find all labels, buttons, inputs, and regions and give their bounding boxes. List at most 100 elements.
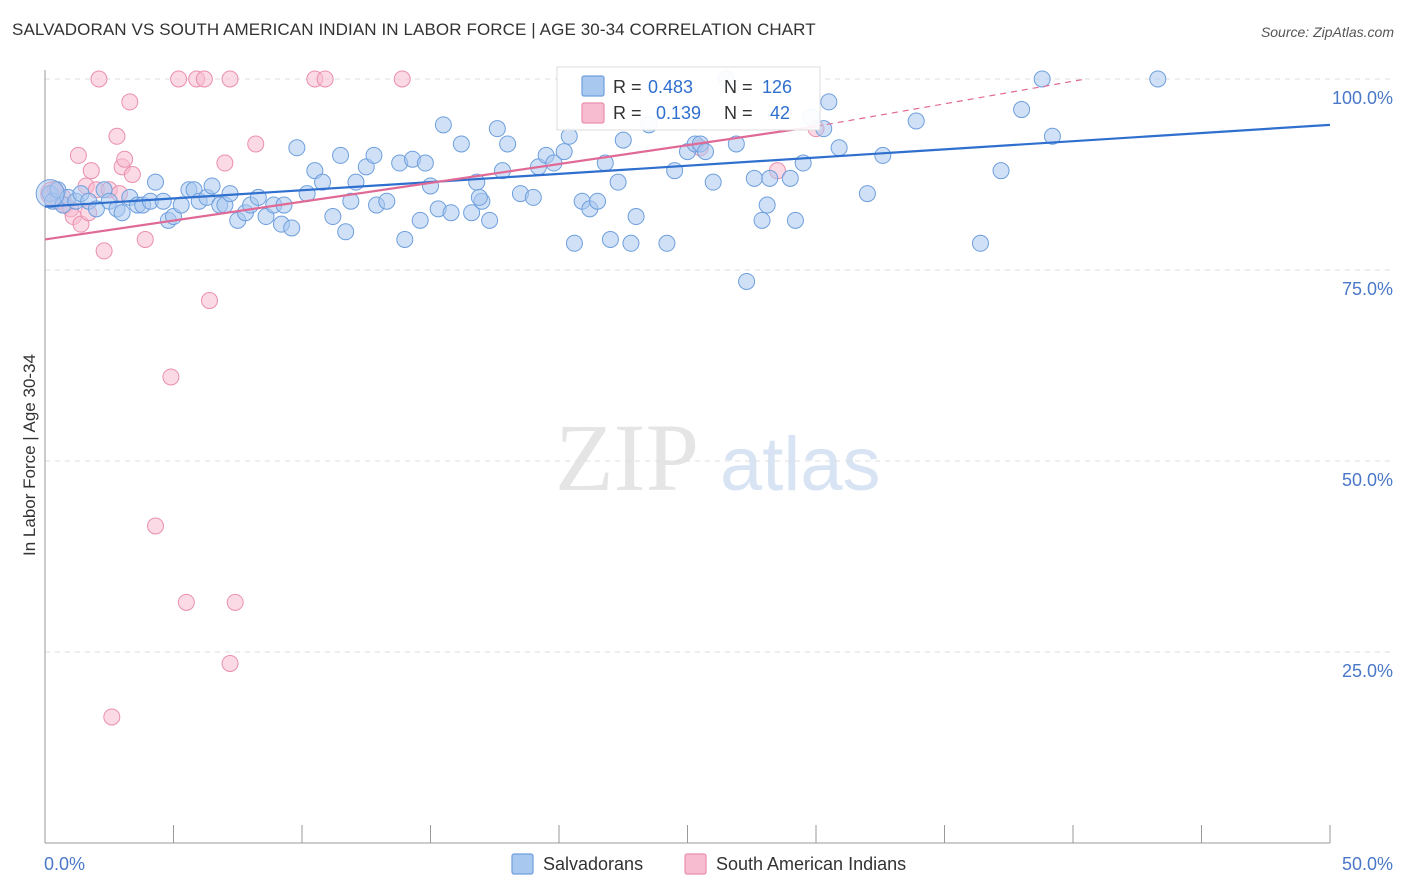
data-point	[416, 154, 434, 172]
data-point	[704, 173, 722, 191]
data-point	[738, 272, 756, 290]
data-point	[195, 70, 213, 88]
legend-n-label-1: N =	[724, 77, 753, 97]
y-tick-label: 75.0%	[1342, 279, 1393, 299]
data-point	[463, 204, 481, 222]
data-point	[565, 234, 583, 252]
data-point	[221, 654, 239, 672]
legend-n-label-2: N =	[724, 103, 753, 123]
data-point	[434, 116, 452, 134]
data-point	[332, 146, 350, 164]
data-point	[95, 242, 113, 260]
data-point	[499, 135, 517, 153]
data-point	[622, 234, 640, 252]
salvadoran-points	[35, 70, 1167, 290]
source-label: Source: ZipAtlas.com	[1260, 24, 1394, 40]
data-point	[907, 112, 925, 130]
watermark-zip: ZIP	[555, 404, 699, 511]
data-point	[396, 230, 414, 248]
data-point	[147, 173, 165, 191]
south-american-indian-trend-line	[44, 125, 817, 241]
data-point	[745, 169, 763, 187]
data-point	[393, 70, 411, 88]
bottom-legend-swatch-south-american-indians	[684, 853, 707, 875]
data-point	[1043, 127, 1061, 145]
chart-title: SALVADORAN VS SOUTH AMERICAN INDIAN IN L…	[12, 20, 816, 39]
data-point	[830, 139, 848, 157]
data-point	[786, 211, 804, 229]
data-point	[147, 517, 165, 535]
data-point	[121, 93, 139, 111]
data-point	[123, 166, 141, 183]
data-point	[87, 200, 105, 218]
legend-n-value-2: 42	[770, 103, 790, 123]
legend-box: R = 0.483 N = 126 R = 0.139 N = 42	[556, 66, 821, 131]
data-point	[524, 188, 542, 206]
data-point	[696, 143, 714, 161]
x-tick-labels: 0.0% 50.0%	[44, 854, 1393, 874]
data-point	[470, 188, 488, 206]
legend-r-value-1: 0.483	[648, 77, 693, 97]
data-point	[103, 708, 121, 726]
data-point	[753, 211, 771, 229]
data-point	[971, 234, 989, 252]
data-point	[108, 127, 126, 145]
data-point	[283, 219, 301, 237]
legend-r-label-2: R =	[613, 103, 642, 123]
data-point	[288, 139, 306, 157]
legend-r-value-2: 0.139	[656, 103, 701, 123]
trend-lines	[44, 78, 1331, 241]
data-point	[324, 208, 342, 226]
data-point	[203, 177, 221, 195]
data-point	[560, 127, 578, 145]
data-point	[226, 593, 244, 611]
data-point	[162, 368, 180, 386]
data-point	[113, 204, 131, 222]
data-point	[116, 150, 134, 168]
y-tick-labels: 25.0% 50.0% 75.0% 100.0%	[1332, 88, 1393, 681]
salvadoran-trend-line	[44, 123, 1331, 208]
data-point	[609, 173, 627, 191]
data-point	[411, 211, 429, 229]
data-point	[172, 196, 190, 214]
data-point	[90, 70, 108, 88]
data-point	[442, 204, 460, 222]
grid-lines	[45, 78, 1390, 653]
data-point	[601, 230, 619, 248]
axes	[44, 70, 1331, 844]
data-point	[761, 169, 779, 187]
data-point	[221, 70, 239, 88]
bottom-legend-label-salvadorans: Salvadorans	[543, 854, 643, 874]
legend-r-label-1: R =	[613, 77, 642, 97]
legend-n-value-1: 126	[762, 77, 792, 97]
data-point	[177, 593, 195, 611]
data-point	[422, 177, 439, 195]
x-tick-label: 0.0%	[44, 854, 85, 874]
bottom-legend-label-south-american-indians: South American Indians	[716, 854, 906, 874]
y-tick-label: 50.0%	[1342, 470, 1393, 490]
data-point	[200, 292, 218, 310]
data-point	[365, 146, 383, 164]
data-point	[727, 135, 745, 153]
bottom-legend-swatch-salvadorans	[511, 853, 534, 875]
data-point	[1013, 101, 1031, 119]
data-point	[69, 146, 87, 164]
data-point	[858, 185, 876, 203]
y-axis-title: In Labor Force | Age 30-34	[20, 354, 39, 556]
south-american-indian-trend-extension	[815, 78, 1086, 127]
legend-swatch-salvadorans	[581, 75, 605, 97]
data-point	[378, 192, 396, 210]
data-point	[1033, 70, 1051, 88]
data-point	[488, 120, 506, 138]
data-point	[136, 230, 154, 248]
data-point	[589, 192, 607, 210]
data-point	[781, 169, 799, 187]
data-point-cluster	[35, 179, 65, 209]
legend-swatch-south-american-indians	[581, 102, 605, 124]
y-tick-label: 25.0%	[1342, 661, 1393, 681]
y-tick-label: 100.0%	[1332, 88, 1393, 108]
data-point	[820, 93, 838, 111]
data-point	[1149, 70, 1167, 88]
data-point	[555, 143, 573, 161]
